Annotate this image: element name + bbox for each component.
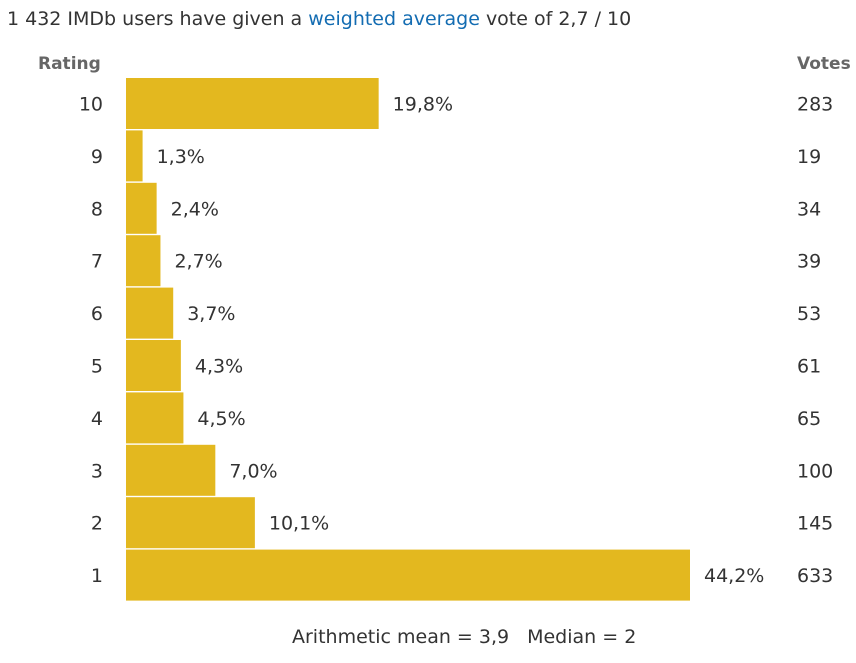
percent-label-6: 3,7% (187, 303, 235, 325)
rating-label-2: 2 (91, 513, 103, 535)
votes-column-header: Votes (797, 54, 851, 74)
percent-label-7: 2,7% (174, 251, 222, 273)
arithmetic-mean: Arithmetic mean = 3,9 (292, 626, 510, 648)
bar-rating-5 (126, 340, 181, 391)
votes-count-2: 145 (797, 513, 833, 535)
bar-rating-1 (126, 549, 690, 601)
bar-rating-6 (126, 287, 174, 339)
bar-rating-2 (126, 497, 255, 549)
votes-count-1: 633 (797, 565, 833, 587)
rating-column-header: Rating (38, 54, 101, 74)
rating-label-7: 7 (91, 251, 103, 273)
percent-label-1: 44,2% (704, 565, 764, 587)
votes-count-10: 283 (797, 94, 833, 116)
percent-label-5: 4,3% (195, 356, 243, 378)
bar-rating-9 (126, 130, 143, 182)
rating-label-5: 5 (91, 356, 103, 378)
votes-count-6: 53 (797, 303, 821, 325)
rating-label-4: 4 (91, 408, 103, 430)
votes-count-8: 34 (797, 198, 821, 220)
summary-prefix: 1 432 IMDb users have given a (7, 8, 303, 30)
weighted-average-link[interactable]: weighted average (308, 8, 480, 30)
votes-count-5: 61 (797, 356, 821, 378)
median: Median = 2 (527, 626, 637, 648)
votes-count-9: 19 (797, 146, 821, 168)
percent-label-8: 2,4% (171, 198, 219, 220)
rating-label-6: 6 (91, 303, 103, 325)
rating-label-10: 10 (79, 94, 103, 116)
percent-label-9: 1,3% (157, 146, 205, 168)
rating-label-1: 1 (91, 565, 103, 587)
percent-label-2: 10,1% (269, 513, 329, 535)
vote-summary: 1 432 IMDb users have given a weighted a… (7, 7, 631, 31)
bar-rating-4 (126, 392, 184, 444)
summary-suffix: vote of 2,7 / 10 (485, 8, 632, 30)
votes-count-7: 39 (797, 251, 821, 273)
bar-rating-10 (126, 78, 379, 129)
statistics-footer: Arithmetic mean = 3,9 Median = 2 (292, 625, 636, 649)
percent-label-10: 19,8% (393, 94, 453, 116)
percent-label-4: 4,5% (197, 408, 245, 430)
bar-rating-7 (126, 235, 161, 287)
bar-rating-8 (126, 182, 157, 234)
rating-label-3: 3 (91, 460, 103, 482)
rating-label-8: 8 (91, 198, 103, 220)
percent-label-3: 7,0% (229, 460, 277, 482)
bar-rating-3 (126, 444, 216, 496)
votes-count-4: 65 (797, 408, 821, 430)
votes-count-3: 100 (797, 460, 833, 482)
rating-label-9: 9 (91, 146, 103, 168)
